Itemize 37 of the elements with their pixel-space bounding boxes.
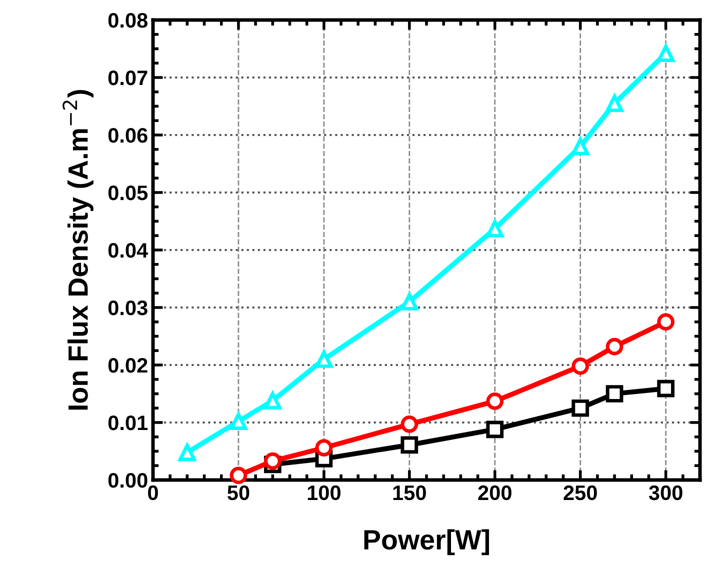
point [264, 452, 282, 470]
x-axis-title: Power[W] [364, 529, 489, 556]
y-tick-label: 0.05 [108, 186, 148, 200]
point [657, 44, 674, 62]
point [178, 444, 196, 462]
point [230, 466, 248, 484]
y-tick-label: 0.07 [108, 70, 148, 86]
point [264, 392, 282, 410]
y-tick-label: 0.03 [108, 300, 148, 316]
y-tick-label: 0.06 [108, 128, 148, 143]
point [572, 399, 590, 417]
point [315, 439, 333, 456]
x-tick-label: 250 [564, 485, 597, 500]
y-tick-label: 0.00 [108, 473, 148, 488]
point [606, 338, 624, 356]
y-tick-label: 0.08 [108, 13, 148, 28]
x-tick-label: 300 [648, 485, 682, 500]
point [572, 138, 590, 156]
x-tick-label: 100 [308, 485, 340, 500]
point [606, 94, 624, 112]
point [657, 313, 674, 331]
x-tick-label: 0 [148, 485, 158, 500]
x-tick-label: 150 [393, 485, 426, 500]
x-tick-label: 50 [228, 485, 250, 500]
point [400, 416, 418, 433]
y-tick-label: 0.01 [108, 416, 148, 430]
point [657, 380, 674, 398]
y-axis-title: Ion Flux Density (A.m$^{−2}$) [62, 90, 94, 410]
point [486, 420, 504, 438]
y-tick-label: 0.02 [108, 358, 148, 373]
point [606, 385, 624, 402]
y-tick-label: 0.04 [108, 243, 148, 258]
x-tick-label: 200 [478, 485, 512, 500]
point [230, 412, 248, 430]
point [400, 436, 418, 454]
point [486, 392, 504, 410]
point [572, 357, 590, 375]
